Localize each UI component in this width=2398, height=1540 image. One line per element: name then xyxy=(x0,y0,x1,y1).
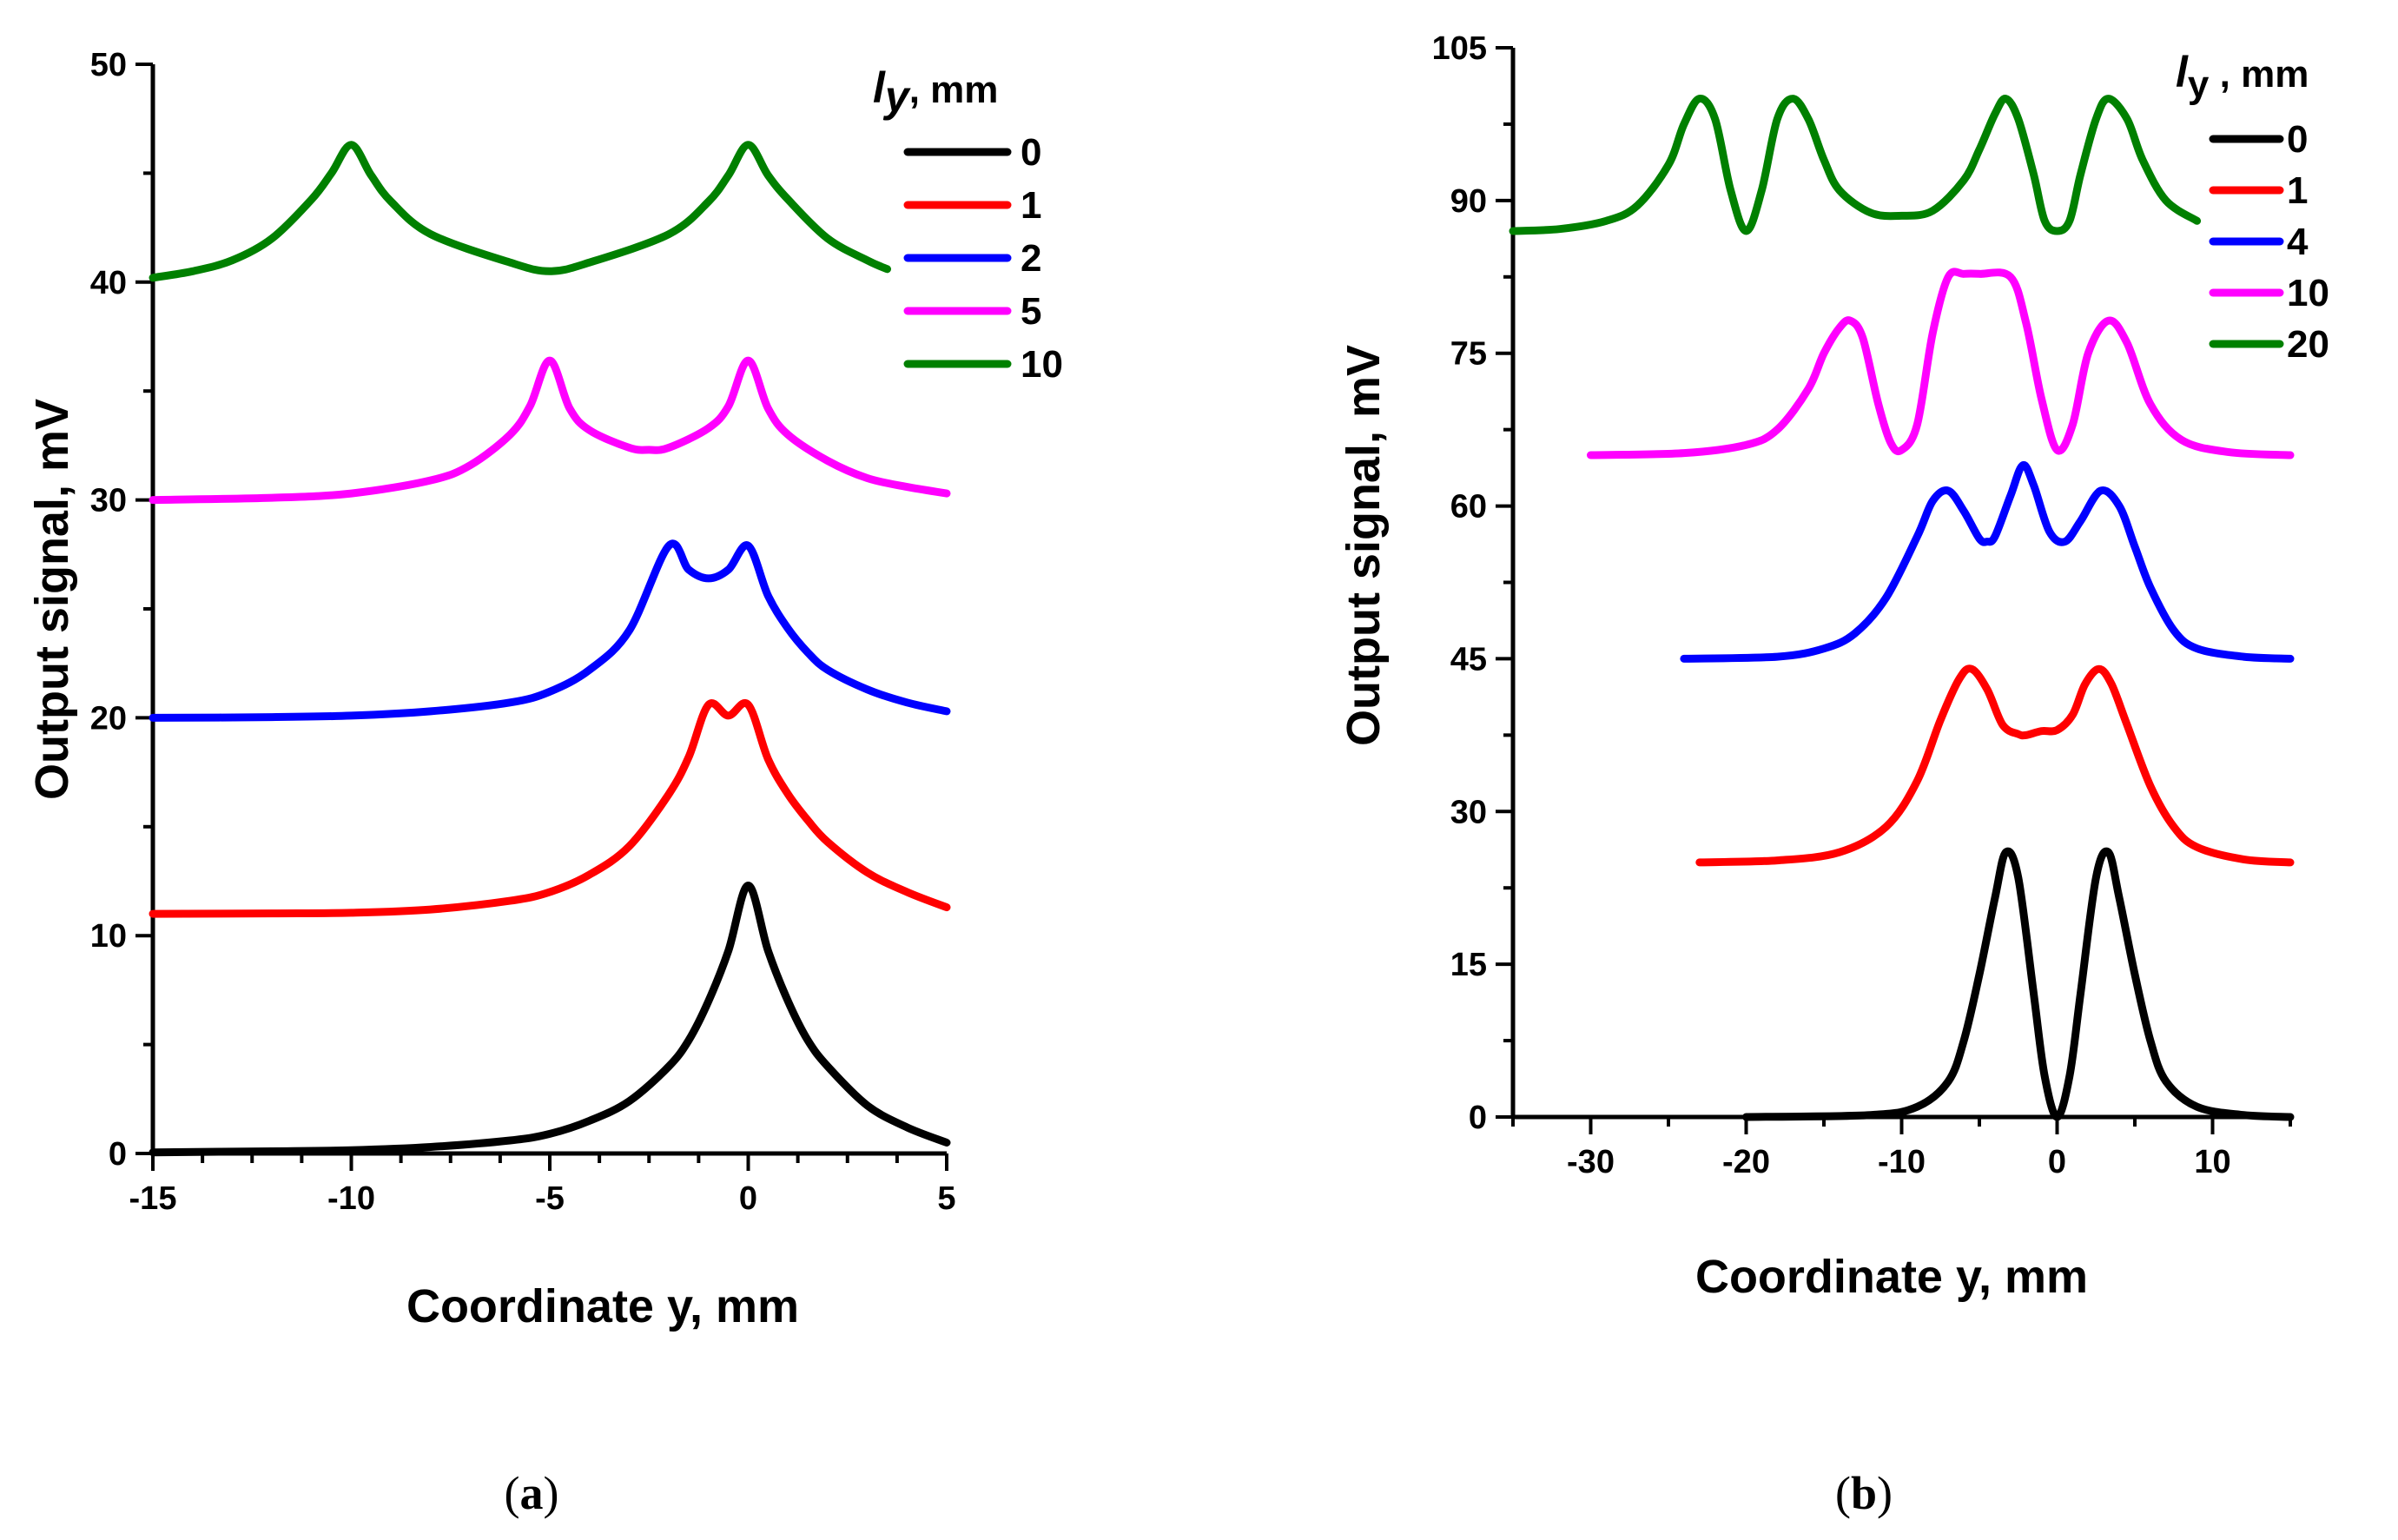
legend-label-10: 10 xyxy=(2287,272,2329,314)
legend-label-1: 1 xyxy=(1021,184,1041,227)
panel-b-legend-title-unit: , mm xyxy=(2209,53,2309,96)
panel-b-label-close: ) xyxy=(1877,1467,1893,1519)
panel-a-label-letter: a xyxy=(520,1467,544,1519)
panel-a-legend-title-subscript: y xyxy=(882,72,911,121)
legend-label-10: 10 xyxy=(1021,343,1063,386)
panel-a-curves xyxy=(149,141,951,1157)
panel-a-legend-title-symbol: l xyxy=(873,63,886,112)
y-tick-label: 40 xyxy=(90,265,127,301)
panel-a-label-open: ( xyxy=(505,1467,520,1519)
panel-b-y-axis-title: Output signal, mV xyxy=(1338,345,1390,746)
x-tick-label: -10 xyxy=(327,1180,375,1217)
panel-b-legend-entries: 0 1 4 10 20 xyxy=(2209,118,2329,366)
panel-b-label-open: ( xyxy=(1835,1467,1851,1519)
x-tick-label: 0 xyxy=(2048,1144,2066,1180)
panel-b-curves xyxy=(1509,95,2295,1121)
series-line-10 xyxy=(149,141,891,282)
panel-a-label: (a) xyxy=(505,1467,559,1519)
panel-a-legend-entries: 0 1 2 5 10 xyxy=(903,131,1063,386)
panel-b-x-axis-title: Coordinate y, mm xyxy=(1695,1251,2088,1303)
x-tick-label: 5 xyxy=(937,1180,955,1217)
series-line-0 xyxy=(149,882,951,1157)
panel-a-y-axis-title: Output signal, mV xyxy=(26,399,78,800)
legend-label-0: 0 xyxy=(1021,131,1041,174)
legend-label-1: 1 xyxy=(2287,169,2308,212)
y-tick-label: 75 xyxy=(1450,336,1487,373)
y-tick-label: 20 xyxy=(90,700,127,737)
x-tick-label: 10 xyxy=(2194,1144,2230,1180)
x-tick-label: -20 xyxy=(1722,1144,1770,1180)
y-tick-label: 30 xyxy=(90,483,127,519)
panel-a-label-close: ) xyxy=(544,1467,559,1519)
y-tick-label: 0 xyxy=(1469,1100,1487,1136)
panel-b-ticks: -30 -20 -10 0 10 0 15 30 45 60 75 90 105 xyxy=(1432,30,2292,1180)
legend-label-5: 5 xyxy=(1021,290,1041,333)
legend-label-0: 0 xyxy=(2287,118,2308,161)
y-tick-label: 50 xyxy=(90,47,127,83)
y-tick-label: 0 xyxy=(109,1136,127,1173)
panel-a-legend-title-unit: , mm xyxy=(909,69,999,111)
series-line-10 xyxy=(1587,268,2295,459)
y-tick-label: 90 xyxy=(1450,183,1487,220)
panel-a-legend: ly, mm 0 1 2 5 10 xyxy=(873,63,1063,386)
x-tick-label: -30 xyxy=(1567,1144,1615,1180)
panel-b-label: (b) xyxy=(1835,1467,1893,1519)
y-tick-label: 45 xyxy=(1450,641,1487,677)
y-tick-label: 10 xyxy=(90,918,127,955)
series-line-5 xyxy=(149,356,951,505)
legend-label-2: 2 xyxy=(1021,237,1041,280)
panel-b-legend-title-subscript: y xyxy=(2188,63,2210,106)
y-tick-label: 30 xyxy=(1450,794,1487,830)
panel-b-legend-title-symbol: l xyxy=(2176,48,2189,96)
x-tick-label: 0 xyxy=(739,1180,757,1217)
x-tick-label: -10 xyxy=(1878,1144,1926,1180)
panel-b-legend: ly , mm 0 1 4 10 20 xyxy=(2176,48,2329,366)
series-line-2 xyxy=(149,539,951,722)
series-line-0 xyxy=(1742,847,2295,1121)
x-tick-label: -15 xyxy=(129,1180,177,1217)
panel-a-axes xyxy=(150,64,947,1156)
series-line-20 xyxy=(1509,95,2202,235)
legend-label-20: 20 xyxy=(2287,323,2329,366)
legend-label-4: 4 xyxy=(2287,221,2309,263)
series-line-1 xyxy=(149,699,951,918)
y-tick-label: 105 xyxy=(1432,30,1487,67)
panel-b-label-letter: b xyxy=(1851,1467,1877,1519)
panel-b-legend-title: ly , mm xyxy=(2176,48,2309,106)
y-tick-label: 15 xyxy=(1450,947,1487,983)
panel-a-legend-title: ly, mm xyxy=(873,63,998,121)
series-line-4 xyxy=(1680,461,2295,663)
series-line-1 xyxy=(1695,664,2295,867)
y-tick-label: 60 xyxy=(1450,489,1487,525)
panel-a-x-axis-title: Coordinate y, mm xyxy=(406,1280,799,1332)
x-tick-label: -5 xyxy=(535,1180,565,1217)
